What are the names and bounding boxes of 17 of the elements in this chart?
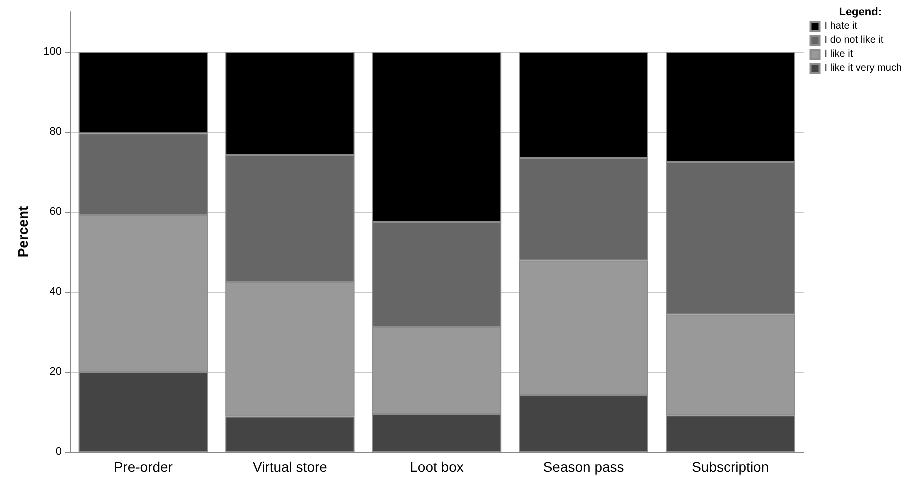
x-tick-label: Loot box xyxy=(410,459,464,475)
y-tick-label: 80 xyxy=(50,126,62,138)
x-tick-label: Virtual store xyxy=(252,459,328,475)
legend-label: I like it xyxy=(824,49,854,60)
legend-title: Legend: xyxy=(839,6,882,18)
y-tick-label: 60 xyxy=(50,206,62,218)
x-tick-label: Subscription xyxy=(692,459,770,475)
legend-label: I do not like it xyxy=(824,35,884,46)
x-tick-label: Season pass xyxy=(543,459,624,475)
y-tick-label: 20 xyxy=(50,366,62,378)
legend-label: I hate it xyxy=(824,21,858,32)
y-tick-label: 40 xyxy=(50,286,62,298)
y-axis-title: Percent xyxy=(15,206,31,258)
x-tick-label: Pre-order xyxy=(114,459,174,475)
y-tick-label: 0 xyxy=(56,446,62,458)
legend-label: I like it very much xyxy=(824,63,902,74)
y-tick-label: 100 xyxy=(44,46,62,58)
